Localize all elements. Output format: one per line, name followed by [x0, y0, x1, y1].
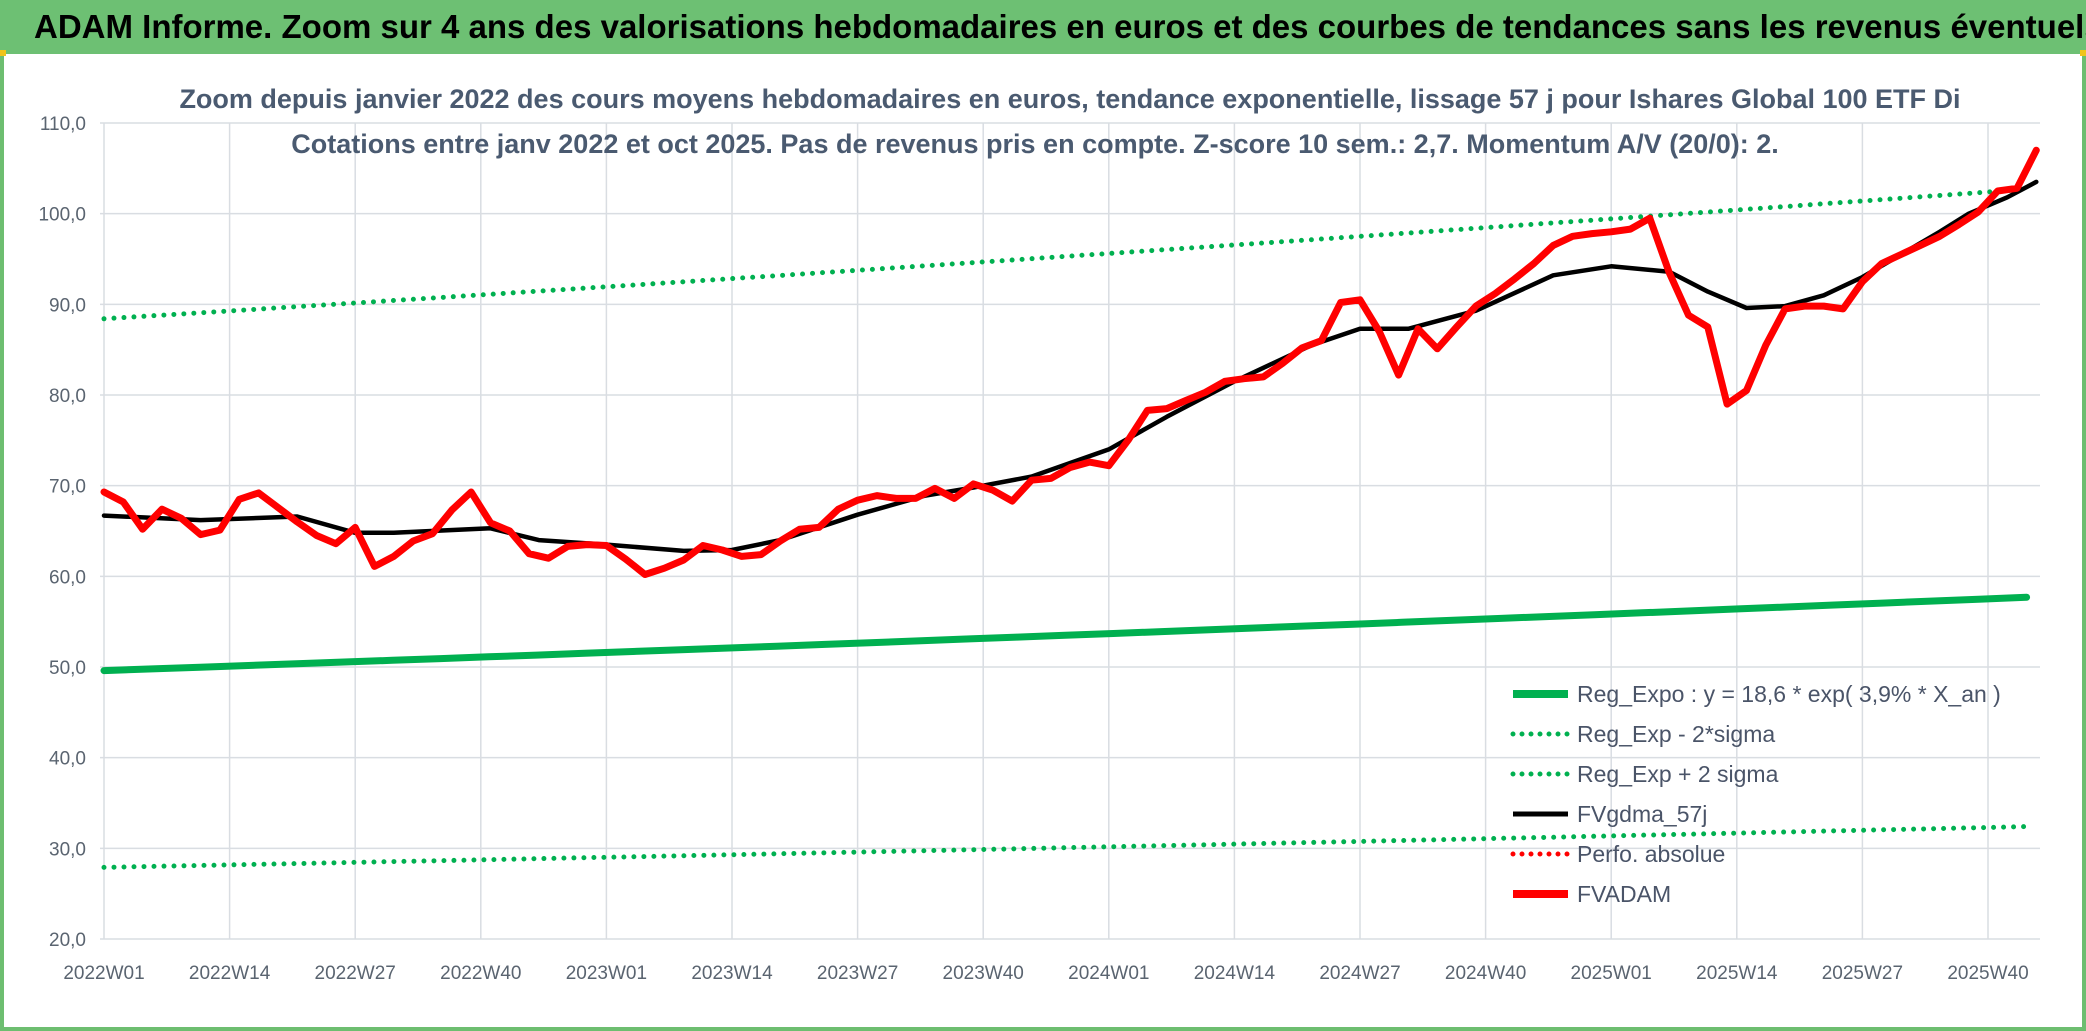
- legend: Reg_Expo : y = 18,6 * exp( 3,9% * X_an )…: [1510, 681, 2001, 907]
- y-tick-label: 110,0: [40, 114, 86, 135]
- y-tick-label: 50,0: [49, 658, 86, 679]
- x-tick-label: 2024W40: [1445, 963, 1526, 984]
- legend-label: Perfo. absolue: [1577, 841, 1725, 867]
- x-tick-label: 2023W01: [566, 963, 647, 984]
- x-tick-label: 2025W40: [1947, 963, 2028, 984]
- banner-corner-left: [0, 50, 6, 56]
- series-line-1: [101, 824, 2030, 870]
- y-tick-label: 80,0: [49, 386, 86, 407]
- series-line-3: [101, 179, 2039, 554]
- chart-title-line1: Zoom depuis janvier 2022 des cours moyen…: [179, 84, 1960, 114]
- x-tick-label: 2022W14: [189, 963, 271, 984]
- y-tick-label: 70,0: [49, 477, 86, 498]
- legend-label: Reg_Expo : y = 18,6 * exp( 3,9% * X_an ): [1577, 681, 2001, 707]
- y-tick-label: 100,0: [38, 205, 86, 226]
- x-tick-label: 2025W14: [1696, 963, 1778, 984]
- y-tick-label: 30,0: [49, 839, 86, 860]
- y-axis-ticks: 20,0 30,0 40,0 50,0 60,0 70,0 80,0 90,0 100,0 110…: [38, 114, 86, 951]
- legend-label: Reg_Exp + 2 sigma: [1577, 761, 1779, 787]
- series-line-0: [100, 593, 2031, 675]
- y-tick-label: 60,0: [49, 567, 86, 588]
- y-tick-label: 40,0: [49, 749, 86, 770]
- legend-label: Reg_Exp - 2*sigma: [1577, 721, 1775, 747]
- x-tick-label: 2024W14: [1194, 963, 1276, 984]
- x-tick-label: 2024W27: [1319, 963, 1400, 984]
- legend-label: FVADAM: [1577, 881, 1671, 907]
- x-tick-label: 2025W01: [1571, 963, 1652, 984]
- y-tick-label: 90,0: [49, 295, 86, 316]
- x-axis-ticks: 2022W01 2022W14 2022W27 2022W40 2023W01 2023W…: [63, 963, 2028, 984]
- x-tick-label: 2023W40: [943, 963, 1024, 984]
- series-line-2: [101, 186, 2030, 322]
- x-tick-label: 2023W27: [817, 963, 898, 984]
- banner-title: ADAM Informe. Zoom sur 4 ans des valoris…: [0, 0, 2086, 54]
- series-lines: [100, 146, 2040, 870]
- x-tick-label: 2025W27: [1822, 963, 1903, 984]
- banner-corner-right: [2080, 50, 2086, 56]
- series-line-5: [100, 146, 2040, 578]
- x-tick-label: 2024W01: [1068, 963, 1149, 984]
- chart-title-line2: Cotations entre janv 2022 et oct 2025. P…: [291, 129, 1779, 159]
- x-tick-label: 2022W01: [63, 963, 144, 984]
- x-tick-label: 2022W40: [440, 963, 521, 984]
- x-tick-label: 2022W27: [315, 963, 396, 984]
- gridlines: [100, 122, 2040, 940]
- legend-label: FVgdma_57j: [1577, 801, 1707, 827]
- x-tick-label: 2023W14: [691, 963, 773, 984]
- y-tick-label: 20,0: [49, 930, 86, 951]
